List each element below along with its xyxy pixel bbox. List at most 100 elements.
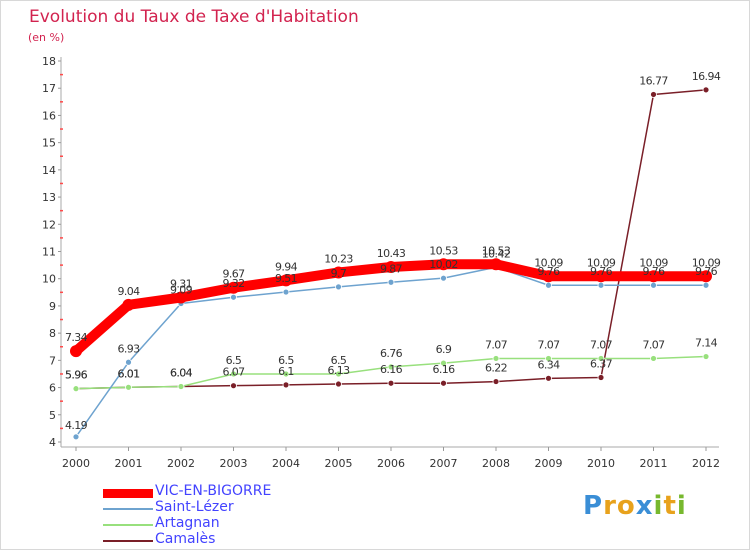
data-point — [70, 345, 82, 358]
data-point — [597, 374, 605, 381]
y-tick-label: 5 — [49, 409, 56, 422]
data-label: 16.77 — [639, 74, 668, 87]
data-label: 9.04 — [117, 285, 140, 298]
data-point — [280, 274, 292, 287]
y-tick-label: 17 — [42, 82, 56, 95]
logo-letter: o — [616, 491, 636, 521]
legend-swatch-artagnan — [103, 524, 153, 526]
data-label: 10.23 — [324, 252, 353, 265]
y-tick-label: 6 — [49, 382, 56, 395]
data-point — [492, 378, 500, 385]
data-label: 10.09 — [692, 256, 721, 269]
legend-label-camales: Camalès — [155, 531, 216, 547]
data-label: 9.76 — [590, 265, 613, 278]
data-label: 10.53 — [429, 244, 458, 257]
data-label: 9.94 — [275, 260, 298, 273]
data-point — [230, 370, 237, 378]
data-point — [650, 281, 657, 289]
y-tick-label: 7 — [49, 354, 56, 367]
data-label: 5.96 — [65, 369, 88, 382]
data-point — [335, 283, 342, 291]
data-point — [440, 274, 447, 282]
data-point — [437, 258, 450, 271]
legend-label-saint-lezer: Saint-Lézer — [155, 499, 234, 515]
data-label: 7.07 — [590, 338, 613, 351]
data-label: 7.07 — [642, 338, 665, 351]
data-point — [597, 355, 605, 362]
data-point — [440, 379, 447, 387]
data-point — [700, 270, 712, 283]
data-point — [72, 433, 80, 441]
data-point — [72, 385, 80, 393]
data-label: 10.09 — [587, 256, 616, 269]
data-point — [335, 380, 342, 388]
data-point — [387, 278, 395, 286]
data-point — [650, 91, 657, 98]
y-tick-label: 12 — [42, 218, 56, 231]
data-point — [385, 261, 397, 274]
data-label: 6.07 — [222, 366, 245, 379]
x-tick-label: 2004 — [272, 457, 300, 470]
data-label: 7.34 — [65, 331, 88, 344]
data-label: 10.02 — [429, 258, 458, 271]
data-label: 16.94 — [692, 70, 721, 83]
logo-letter: i — [676, 491, 687, 521]
legend-label-artagnan: Artagnan — [155, 515, 220, 531]
data-point — [125, 383, 132, 391]
data-label: 6.16 — [380, 363, 403, 376]
y-tick-label: 15 — [42, 137, 56, 150]
data-label: 9.76 — [695, 265, 718, 278]
data-point — [335, 370, 342, 378]
data-label: 9.09 — [170, 283, 193, 296]
data-label: 9.76 — [642, 265, 665, 278]
data-label: 4.19 — [65, 419, 88, 432]
data-label: 10.42 — [482, 247, 511, 260]
data-label: 6.01 — [117, 367, 139, 380]
data-label: 6.34 — [537, 358, 560, 371]
x-tick-label: 2001 — [115, 457, 143, 470]
data-label: 7.14 — [695, 337, 718, 350]
data-point — [387, 379, 395, 387]
data-point — [595, 270, 607, 283]
data-label: 9.31 — [170, 277, 192, 290]
data-point — [545, 281, 552, 289]
logo-letter: t — [663, 491, 677, 521]
data-point — [702, 353, 710, 360]
chart-unit-label: (en %) — [28, 31, 65, 44]
data-point — [650, 355, 657, 362]
data-label: 6.37 — [590, 358, 613, 371]
data-point — [282, 381, 290, 389]
x-tick-label: 2005 — [325, 457, 353, 470]
x-tick-label: 2006 — [377, 457, 405, 470]
x-tick-label: 2010 — [587, 457, 615, 470]
data-point — [230, 293, 237, 301]
data-point — [175, 291, 187, 304]
legend-swatch-camales — [103, 540, 153, 542]
data-label: 9.67 — [222, 268, 245, 281]
data-label: 6.5 — [226, 354, 242, 367]
data-label: 9.32 — [222, 277, 244, 290]
data-label: 7.07 — [537, 338, 560, 351]
y-tick-label: 4 — [49, 436, 56, 449]
data-point — [122, 298, 135, 311]
x-tick-label: 2000 — [62, 457, 90, 470]
data-point — [492, 355, 500, 362]
y-tick-label: 10 — [42, 273, 56, 286]
y-tick-label: 8 — [49, 327, 56, 340]
logo-letter: P — [583, 491, 604, 521]
data-label: 6.1 — [278, 365, 294, 378]
data-point — [647, 270, 660, 283]
data-label: 6.16 — [432, 363, 455, 376]
y-tick-label: 18 — [42, 55, 56, 68]
proxiti-logo: Proxiti — [583, 491, 687, 521]
data-label: 6.5 — [278, 354, 294, 367]
data-point — [545, 355, 552, 362]
y-tick-label: 16 — [42, 109, 56, 122]
data-point — [230, 382, 237, 390]
data-label: 6.9 — [436, 343, 452, 356]
data-point — [125, 358, 132, 366]
data-label: 6.76 — [380, 347, 403, 360]
data-label: 5.96 — [65, 369, 88, 382]
data-label: 6.04 — [170, 366, 193, 379]
